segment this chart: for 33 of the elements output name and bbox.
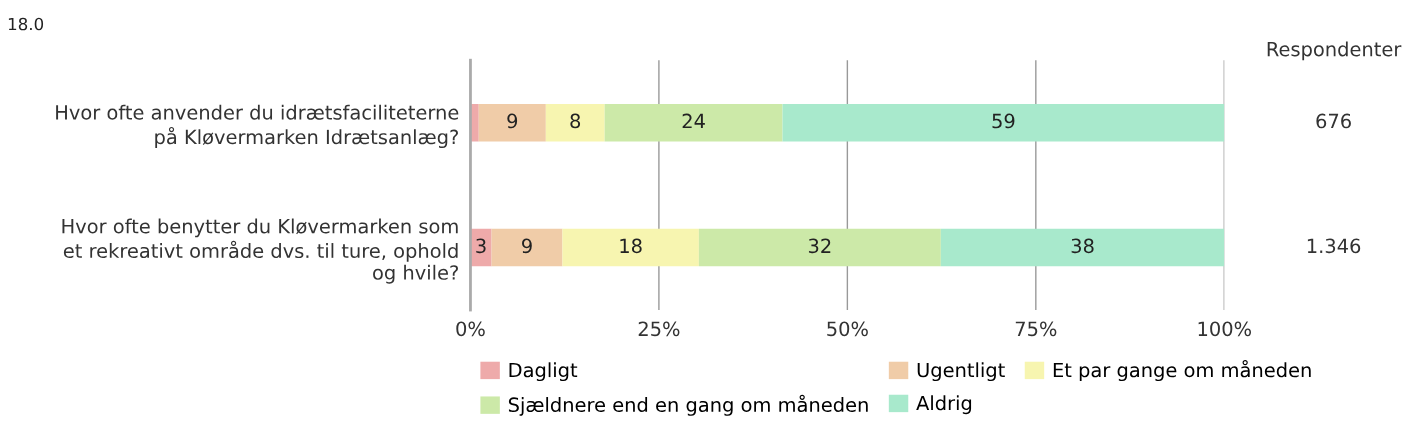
legend-label: Ugentligt (917, 362, 1005, 382)
y-tick-label: Hvor ofte anvender du idrætsfaciliteterne på Kløvermarken Idrætsanlæg? (56, 104, 459, 149)
bar (478, 103, 546, 142)
text: 1.346 (1307, 238, 1361, 254)
text: 676 (1316, 113, 1351, 129)
data-label: 3 (476, 238, 486, 254)
y-tick-label: Hvor ofte benytter du Kløvermarken som et rekreativt område dvs. til ture, ophold og hvile? (62, 218, 458, 284)
bar (562, 228, 699, 267)
data-label: 9 (507, 113, 518, 129)
bar (604, 103, 783, 142)
bar (698, 228, 941, 267)
data-label: 8 (570, 113, 581, 129)
data-label: 24 (682, 113, 705, 129)
x-tick-label: 0% (456, 321, 485, 337)
x-tick-label: 100% (1198, 321, 1252, 337)
x-tick-label: 50% (827, 321, 868, 337)
bar (491, 228, 563, 267)
legend-label: Et par gange om måneden (1053, 360, 1311, 382)
legend-label: Sjældnere end en gang om måneden (508, 394, 868, 416)
x-tick-label: 75% (1015, 321, 1057, 337)
text: Respondenter (1267, 41, 1402, 61)
data-label: 59 (992, 113, 1015, 129)
x-tick-label: 25% (638, 321, 680, 337)
bar (545, 103, 605, 142)
legend-label: Aldrig (916, 395, 972, 415)
data-label: 38 (1071, 238, 1094, 254)
bar (940, 228, 1225, 267)
data-label: 9 (522, 238, 532, 254)
data-label: 32 (808, 238, 831, 254)
text: 18.0 (8, 17, 44, 31)
data-label: 18 (620, 238, 642, 254)
legend-label: Dagligt (509, 362, 578, 382)
bar (782, 103, 1225, 142)
